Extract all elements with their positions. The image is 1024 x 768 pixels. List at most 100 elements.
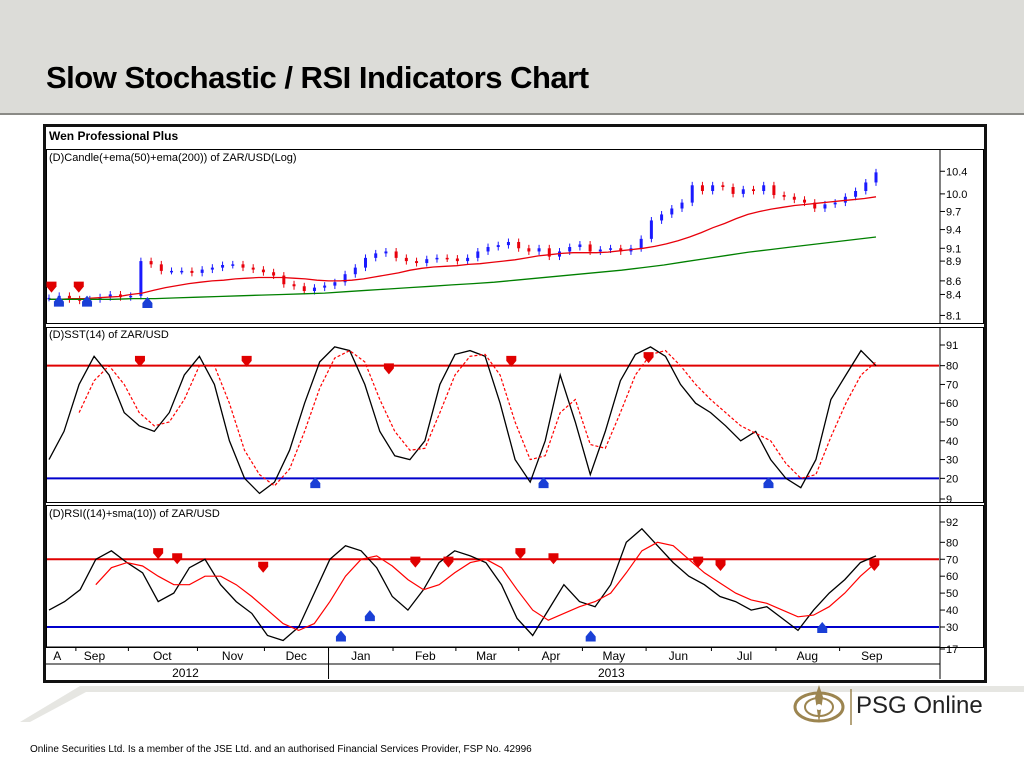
price-candle-body	[455, 258, 459, 262]
price-candle-body	[670, 208, 674, 215]
price-buy-signal-icon	[142, 297, 153, 309]
rsi-sell-signal-icon	[715, 560, 726, 572]
stochastic-buy-signal-icon	[763, 477, 774, 489]
rsi-sell-signal-icon	[548, 553, 559, 565]
x-month-label: May	[603, 649, 626, 663]
rsi-sell-signal-icon	[515, 548, 526, 560]
price-scale-label: 8.6	[946, 276, 961, 288]
price-candle-body	[404, 257, 408, 262]
price-buy-signal-icon	[53, 295, 64, 307]
price-candle-body	[282, 275, 286, 285]
price-candle-body	[139, 261, 143, 296]
stochastic-scale-label: 20	[946, 473, 958, 485]
price-candle-body	[609, 248, 613, 250]
price-candle-body	[231, 264, 235, 266]
stochastic-sell-signal-icon	[383, 363, 394, 375]
price-sell-signal-icon	[46, 281, 57, 293]
rsi-sell-signal-icon	[153, 548, 164, 560]
indicator-chart: Wen Professional Plus (D)Candle(+ema(50)…	[46, 127, 984, 680]
price-candle-body	[323, 285, 327, 288]
stochastic-scale-label: 70	[946, 379, 958, 391]
price-scale-label: 9.4	[946, 225, 961, 237]
price-candle-body	[47, 297, 51, 300]
price-scale-label: 10.0	[946, 189, 967, 201]
slide-header	[0, 0, 1024, 115]
price-candle-body	[833, 202, 837, 205]
chart-frame: Wen Professional Plus (D)Candle(+ema(50)…	[43, 124, 987, 683]
price-candle-body	[333, 282, 337, 286]
stochastic-scale-label: 60	[946, 398, 958, 410]
rsi-buy-signal-icon	[817, 621, 828, 633]
x-month-label: Apr	[542, 649, 561, 663]
price-candle-body	[159, 264, 163, 271]
rsi-signal-line	[95, 541, 877, 632]
stochastic-scale-label: 50	[946, 417, 958, 429]
rsi-scale-label: 70	[946, 554, 958, 566]
stochastic-scale-label: 80	[946, 361, 958, 373]
price-candle-body	[813, 202, 817, 209]
price-candle-body	[772, 185, 776, 196]
stochastic-scale-label: 9	[946, 494, 952, 506]
x-month-label: Aug	[797, 649, 818, 663]
price-candle-body	[241, 264, 245, 268]
x-month-label: Dec	[286, 649, 307, 663]
price-candle-body	[537, 248, 541, 252]
price-candle-body	[425, 259, 429, 264]
psg-logo-icon	[793, 685, 852, 725]
price-candle-body	[415, 261, 419, 264]
price-scale-label: 10.4	[946, 166, 967, 178]
price-candle-body	[741, 189, 745, 194]
price-candle-body	[874, 172, 878, 183]
stochastic-sell-signal-icon	[506, 355, 517, 367]
price-candle-body	[466, 257, 470, 262]
price-candle-body	[180, 270, 184, 273]
price-candle-body	[649, 220, 653, 239]
chart-product-title: Wen Professional Plus	[49, 129, 178, 143]
stochastic-sell-signal-icon	[241, 355, 252, 367]
chart-bg	[46, 127, 984, 680]
stochastic-sell-signal-icon	[134, 355, 145, 367]
price-candle-body	[864, 182, 868, 192]
price-candle-body	[486, 247, 490, 252]
price-candle-body	[394, 251, 398, 258]
price-candle-body	[200, 269, 204, 273]
stochastic-scale-label: 30	[946, 455, 958, 467]
price-candle-body	[272, 272, 276, 276]
price-scale-label: 8.9	[946, 256, 961, 268]
rsi-buy-signal-icon	[335, 630, 346, 642]
stochastic-main-line	[48, 346, 877, 495]
price-candle-body	[782, 195, 786, 197]
rsi-sell-signal-icon	[869, 560, 880, 572]
price-candle-body	[149, 261, 153, 265]
stochastic-buy-signal-icon	[310, 477, 321, 489]
price-candle-body	[78, 299, 82, 301]
price-candle-body	[476, 251, 480, 258]
rsi-scale-label: 50	[946, 588, 958, 600]
ema200-line	[49, 236, 877, 300]
stochastic-scale-label: 40	[946, 436, 958, 448]
price-candle-body	[384, 251, 388, 254]
logo-text: PSG Online	[856, 692, 983, 719]
price-scale-label: 8.1	[946, 310, 961, 322]
rsi-sell-signal-icon	[443, 556, 454, 568]
price-candle-body	[578, 244, 582, 248]
price-candle-body	[364, 257, 368, 268]
price-scale-label: 9.7	[946, 206, 961, 218]
x-month-label: Feb	[415, 649, 436, 663]
price-candle-body	[170, 270, 174, 273]
price-candle-body	[190, 270, 194, 273]
stochastic-sell-signal-icon	[643, 352, 654, 364]
price-candle-body	[803, 199, 807, 203]
price-candle-body	[792, 196, 796, 200]
rsi-buy-signal-icon	[364, 610, 375, 622]
price-candle-body	[527, 248, 531, 252]
price-candle-body	[302, 286, 306, 292]
price-candle-body	[823, 204, 827, 209]
price-candle-body	[711, 185, 715, 192]
stochastic-scale-label: 91	[946, 340, 958, 352]
price-buy-signal-icon	[82, 295, 93, 307]
footer-disclaimer: Online Securities Ltd. Is a member of th…	[30, 744, 532, 755]
price-candle-body	[108, 294, 112, 298]
price-candle-body	[721, 185, 725, 188]
price-candle-body	[700, 185, 704, 192]
